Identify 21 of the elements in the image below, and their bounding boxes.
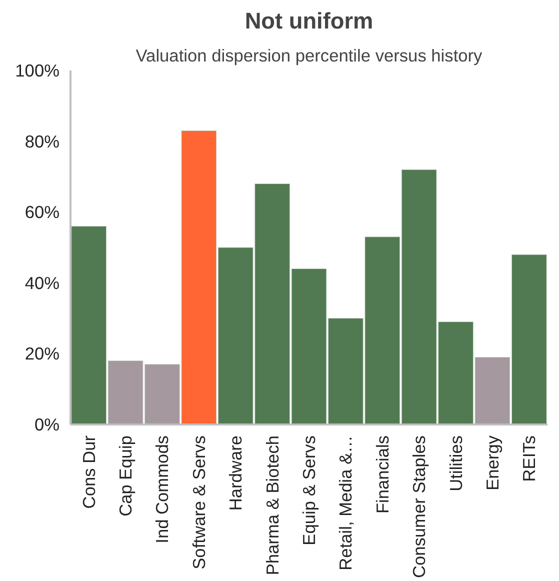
x-tick-label: Cap Equip	[116, 436, 136, 516]
x-tick-label: Software & Servs	[188, 435, 209, 570]
x-tick-label: Energy	[482, 435, 502, 490]
x-tick-label: Ind Commods	[152, 435, 172, 544]
x-tick-label: Retail, Media &…	[336, 436, 356, 570]
chart-subtitle: Valuation dispersion percentile versus history	[136, 46, 483, 66]
y-tick-label: 80%	[24, 131, 60, 152]
x-tick-label: Consumer Staples	[409, 435, 430, 578]
x-tick-label: Utilities	[446, 435, 466, 492]
y-tick-label: 40%	[24, 272, 60, 293]
x-tick-label: Pharma & Biotech	[262, 435, 282, 576]
y-tick-label: 0%	[34, 414, 60, 434]
chart-title: Not uniform	[244, 8, 374, 34]
y-tick-label: 60%	[24, 202, 60, 222]
x-tick-label: Cons Dur	[78, 435, 99, 509]
x-tick-label: Hardware	[226, 435, 246, 511]
x-tick-label: Financials	[372, 435, 392, 514]
x-tick-label: Equip & Servs	[299, 435, 319, 546]
y-tick-label: 100%	[15, 60, 60, 80]
x-tick-label: REITs	[519, 435, 540, 482]
y-tick-label: 20%	[24, 344, 60, 364]
